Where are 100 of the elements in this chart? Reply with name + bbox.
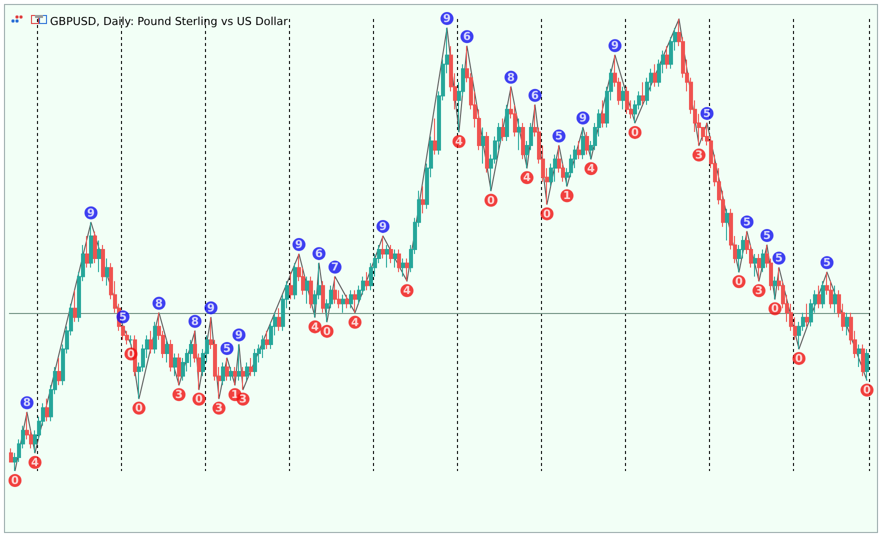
annotation: 9	[295, 238, 303, 252]
candlestick	[641, 82, 645, 106]
candlestick	[173, 352, 177, 377]
annotation: 5	[555, 130, 563, 143]
annotation: 9	[579, 111, 587, 124]
candlestick	[389, 244, 393, 264]
candlestick	[305, 276, 309, 304]
candlestick	[753, 254, 757, 278]
annotation: 9	[207, 301, 215, 314]
annotation: 8	[155, 296, 163, 310]
annotation: 3	[175, 388, 183, 402]
candlestick	[165, 339, 169, 364]
candlestick	[229, 366, 233, 382]
candlestick	[505, 104, 509, 142]
candlestick	[381, 235, 385, 260]
annotation: 0	[127, 347, 136, 360]
candlestick	[861, 344, 865, 377]
candlestick	[57, 358, 61, 386]
candlestick	[833, 285, 837, 314]
candlestick	[601, 100, 605, 128]
annotation: 1	[231, 388, 239, 402]
candlestick	[821, 280, 825, 309]
annotation: 3	[239, 392, 247, 406]
chart-title: GBPUSD, Daily: Pound Sterling vs US Dollar	[50, 15, 288, 28]
annotation: 6	[531, 88, 540, 102]
candlestick	[805, 303, 809, 327]
candlestick	[817, 285, 821, 309]
candlestick	[341, 294, 345, 314]
text: 0	[11, 474, 20, 487]
candlestick	[865, 348, 869, 382]
candlestick	[249, 358, 253, 377]
annotation: 5	[823, 256, 831, 270]
annotation: 5	[775, 252, 783, 265]
candlestick	[365, 272, 369, 291]
candlestick	[169, 339, 173, 372]
candlestick	[581, 126, 585, 160]
annotation: 4	[403, 284, 412, 298]
annotation: 8	[507, 70, 515, 84]
candlestick	[353, 290, 357, 314]
annotation: 0	[487, 194, 496, 207]
annotation: 0	[771, 302, 780, 316]
annotation: 7	[331, 260, 339, 274]
candlestick	[321, 280, 325, 314]
candlestick	[237, 344, 241, 382]
candlestick	[105, 258, 109, 286]
candlestick	[397, 249, 401, 273]
candlestick	[757, 254, 761, 282]
candlestick	[9, 448, 13, 462]
annotation: 4	[455, 135, 464, 148]
annotation: 0	[323, 324, 332, 338]
candlestick	[857, 344, 861, 368]
candlestick	[773, 276, 777, 300]
candlestick	[221, 362, 225, 386]
candlestick	[401, 258, 405, 278]
annotation: 5	[119, 310, 127, 324]
annotation: 0	[195, 392, 204, 406]
candlestick	[725, 208, 729, 241]
annotation: 4	[351, 316, 360, 329]
annotation: 0	[135, 402, 144, 415]
candlestick	[265, 330, 269, 350]
annotation: 4	[587, 162, 596, 176]
annotation: 5	[223, 342, 231, 355]
candlestick	[621, 86, 625, 110]
candlestick	[253, 348, 257, 377]
candlestick	[153, 321, 157, 354]
candlestick	[333, 276, 337, 304]
candlestick	[73, 290, 77, 322]
candlestick	[481, 126, 485, 164]
candlestick	[625, 86, 629, 114]
annotation: 0	[795, 352, 804, 365]
candlestick	[393, 249, 397, 268]
annotation: 4	[311, 320, 320, 334]
candlestick	[845, 312, 849, 336]
annotation: 1	[563, 189, 571, 202]
annotation: 6	[315, 247, 324, 260]
candlestick	[277, 308, 281, 332]
candlestick	[421, 186, 425, 214]
candlestick	[517, 118, 521, 151]
candlestick	[553, 154, 557, 182]
annotation: 9	[87, 206, 95, 220]
candlestick	[129, 334, 133, 345]
candlestick	[585, 132, 589, 156]
candlestick	[761, 249, 765, 273]
annotation: 0	[735, 275, 744, 288]
candlestick	[433, 118, 437, 156]
candlestick	[293, 262, 297, 300]
candlestick	[93, 230, 97, 264]
annotation: 9	[611, 39, 619, 52]
annotation: 0	[543, 207, 552, 220]
candlestick	[241, 366, 245, 390]
candlestick	[89, 222, 93, 268]
candlestick	[189, 339, 193, 368]
candlestick	[289, 272, 293, 300]
annotation: 8	[23, 396, 31, 410]
annotation: 3	[755, 284, 763, 298]
candlestick	[405, 258, 409, 282]
candlestick	[101, 244, 105, 282]
candlestick	[577, 140, 581, 160]
candlestick	[309, 276, 313, 309]
candlestick	[149, 330, 153, 354]
